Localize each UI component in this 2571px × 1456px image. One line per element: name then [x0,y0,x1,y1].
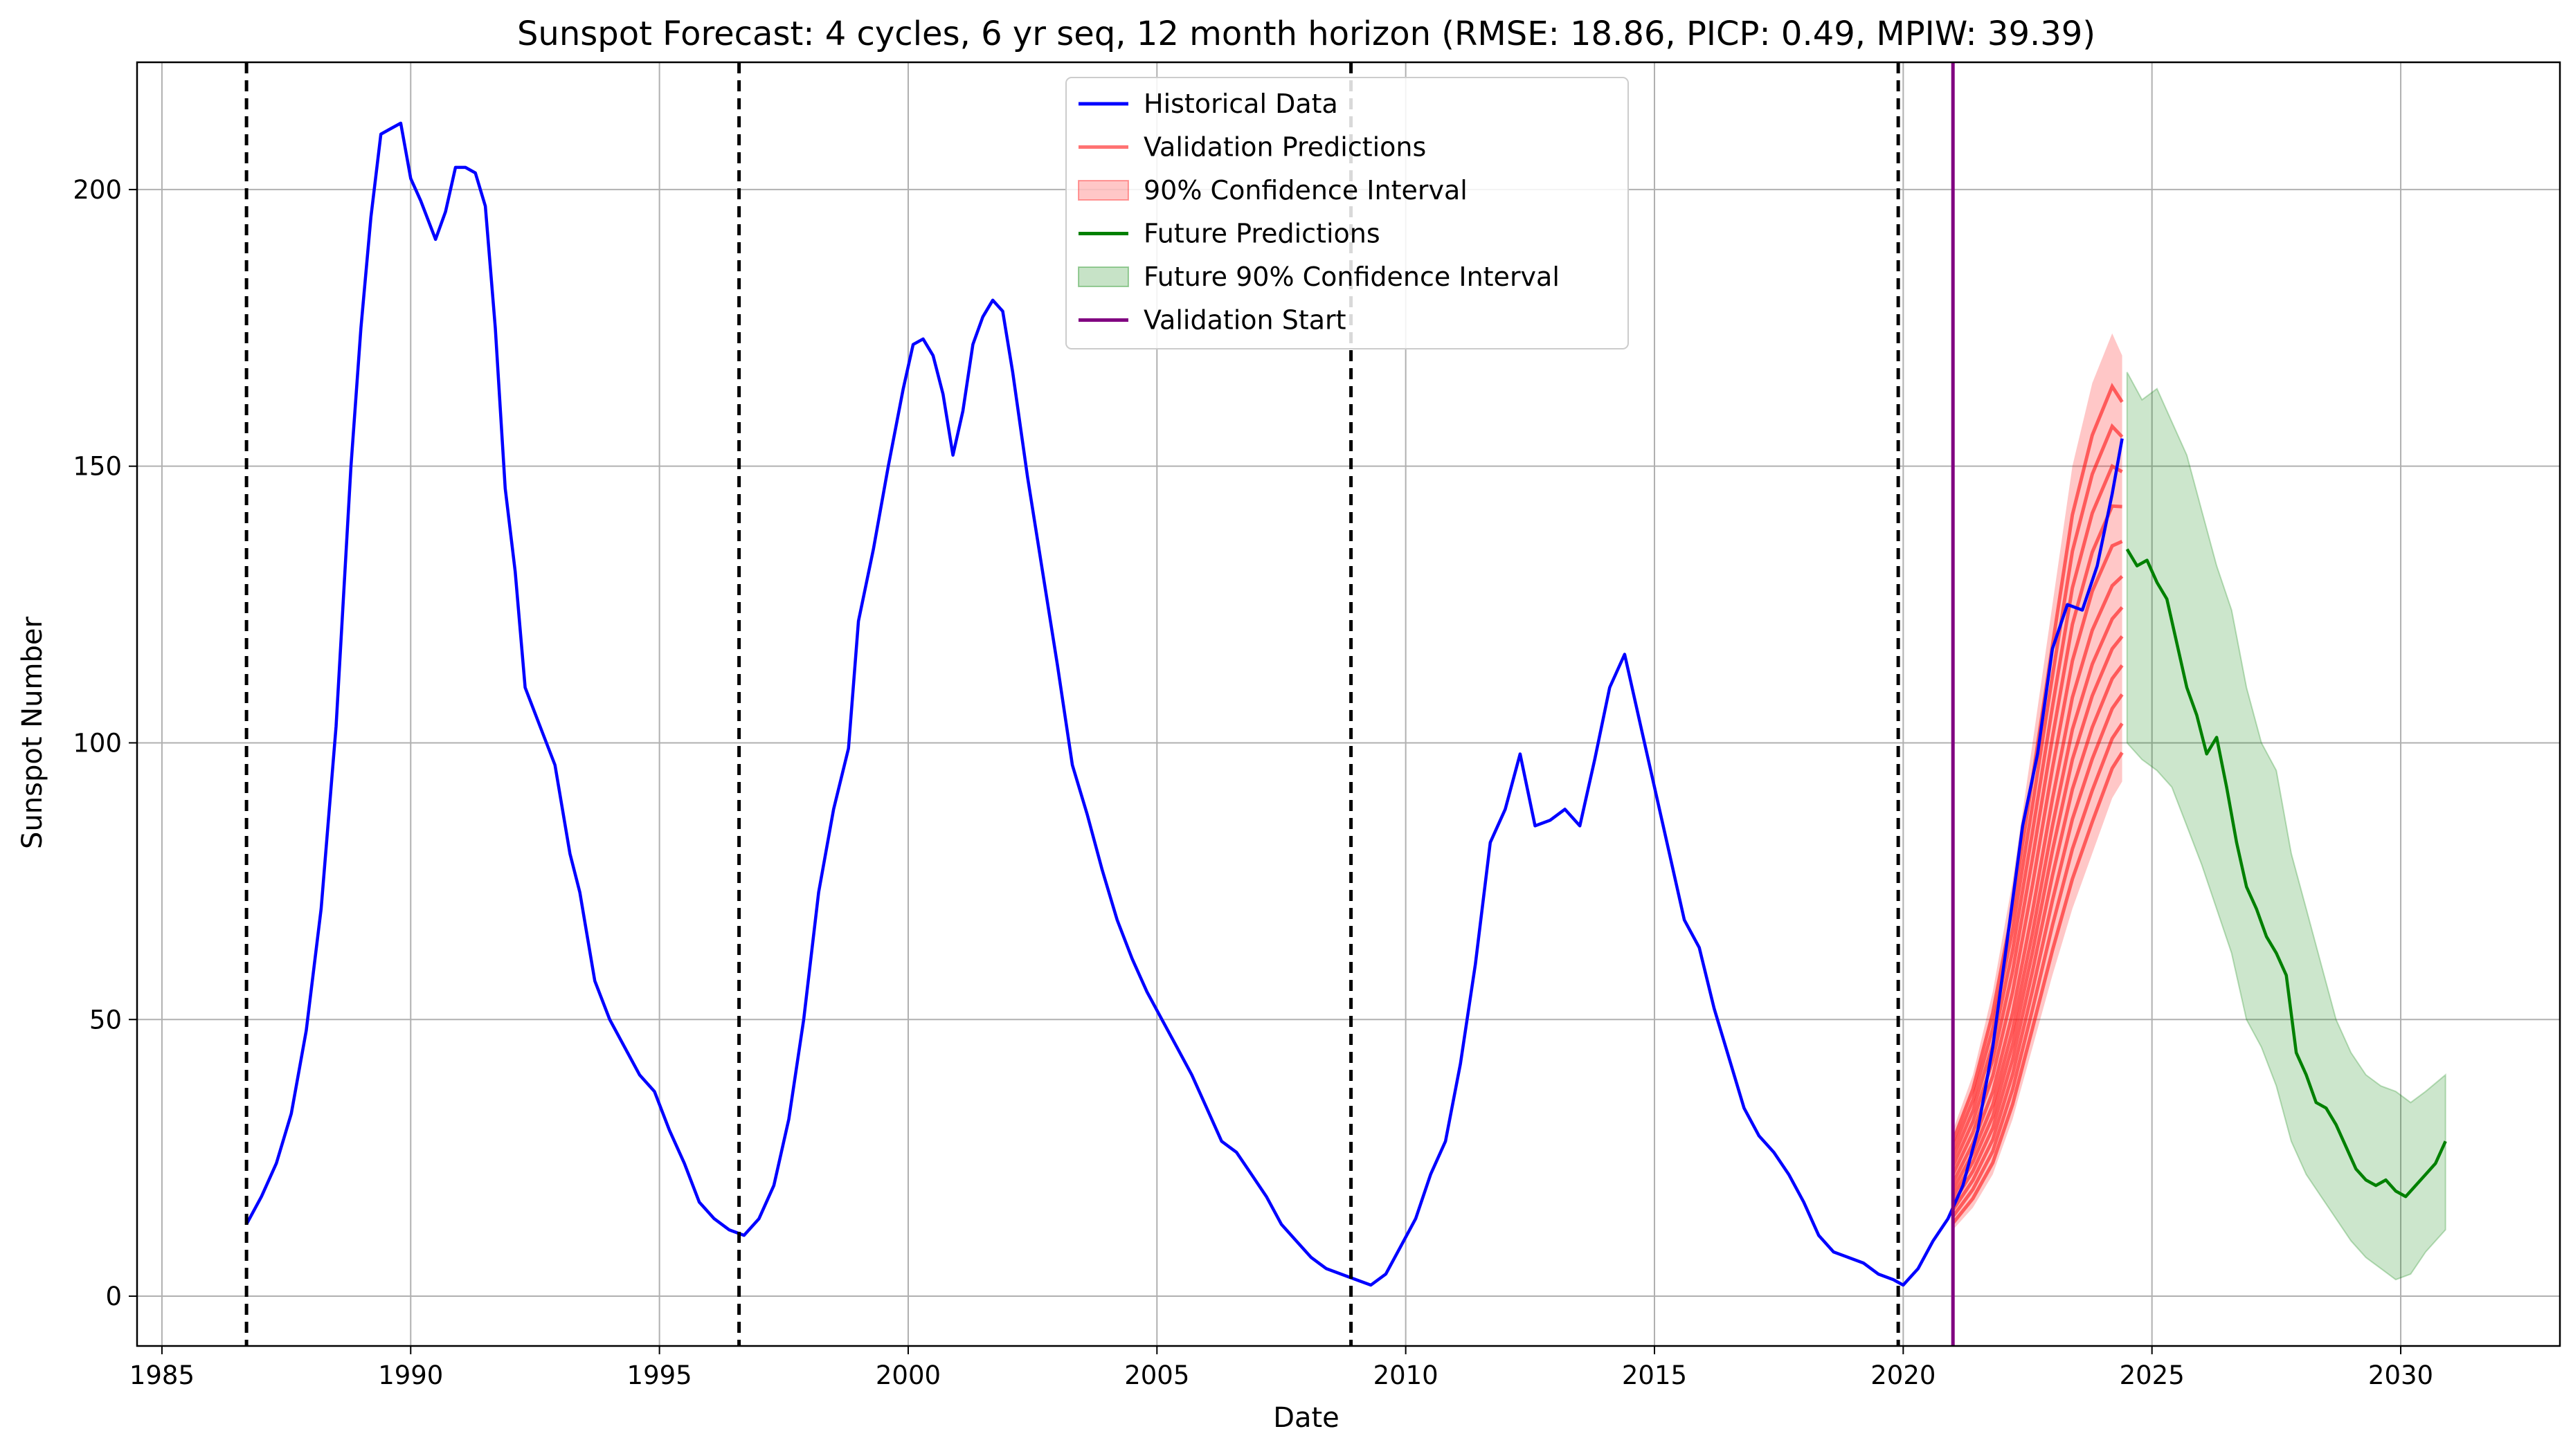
series-lines [245,121,2447,1287]
y-tick-label: 200 [73,175,122,205]
legend-label: Validation Start [1144,305,1346,336]
y-tick-label: 50 [89,1005,122,1035]
validation-prediction-line [1951,606,2124,1191]
x-tick-label: 1990 [378,1361,443,1390]
y-axis-label: Sunspot Number [17,617,48,849]
legend-swatch-patch [1078,180,1129,201]
future-confidence-band [2126,372,2446,1281]
validation-prediction-line [1951,664,2124,1205]
legend-label: 90% Confidence Interval [1144,175,1468,206]
validation-prediction-line [1951,752,2124,1225]
legend-label: Future Predictions [1144,219,1380,249]
legend-swatch-patch [1078,266,1129,287]
legend-label: Historical Data [1144,89,1338,119]
validation-prediction-line [1951,574,2124,1184]
plot-frame [136,61,2561,1347]
historical-data-line [245,121,2124,1287]
x-tick-label: 1995 [627,1361,692,1390]
legend-box [1065,77,1629,349]
legend-label: Future 90% Confidence Interval [1144,262,1560,292]
x-tick-label: 2010 [1373,1361,1438,1390]
x-tick-label: 1985 [129,1361,195,1390]
x-tick-label: 2030 [2368,1361,2433,1390]
cycle-markers [244,62,1955,1346]
axes: 1985 1990 1995 2000 2005 2010 2015 2020 2025 2030… [73,61,2561,1390]
y-tick-label: 0 [105,1282,122,1311]
x-tick-label: 2025 [2120,1361,2185,1390]
x-tick-label: 2015 [1622,1361,1687,1390]
validation-prediction-line [1951,504,2122,1167]
validation-prediction-line [1951,693,2124,1211]
y-tick-label: 150 [73,452,122,482]
y-tick-label: 100 [73,728,122,758]
validation-prediction-line [1951,635,2124,1198]
legend: Historical Data Validation Predictions 90%… [1065,77,1629,349]
legend-label: Validation Predictions [1144,132,1426,163]
x-tick-label: 2000 [876,1361,941,1390]
validation-prediction-line [1951,423,2124,1151]
future-predictions-line [2125,548,2447,1199]
x-tick-label: 2020 [1870,1361,1936,1390]
x-tick-label: 2005 [1124,1361,1189,1390]
x-axis-label: Date [1273,1402,1339,1434]
validation-prediction-line [1951,464,2123,1159]
chart-title: Sunspot Forecast: 4 cycles, 6 yr seq, 12… [517,15,2095,53]
validation-prediction-line [1951,722,2124,1218]
